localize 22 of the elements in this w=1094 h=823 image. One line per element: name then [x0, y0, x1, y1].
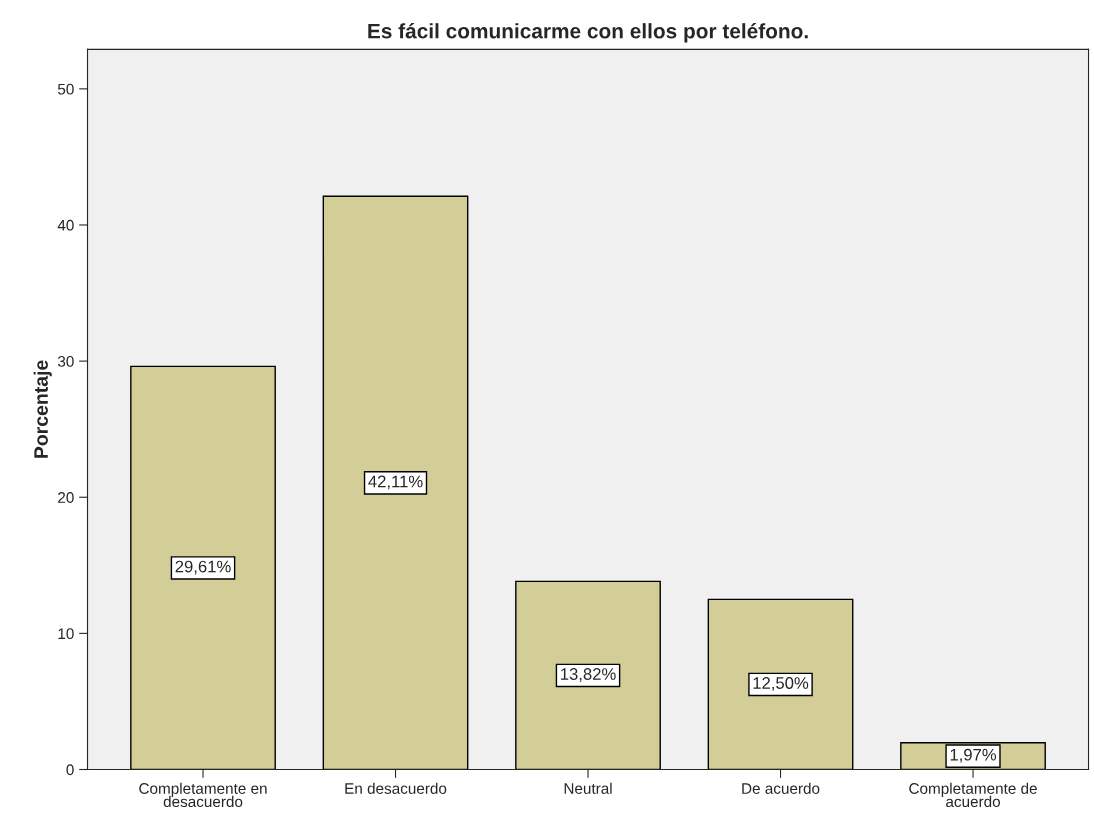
chart-title: Es fácil comunicarme con ellos por teléfono. [368, 22, 808, 43]
x-tick-label: Completamente de acuerdo [909, 782, 1037, 808]
x-tick-label: Completamente en desacuerdo [139, 782, 267, 808]
y-tick-label: 30 [57, 355, 74, 367]
y-tick-label: 10 [58, 628, 74, 640]
x-tick-label: En desacuerdo [345, 782, 447, 794]
bar [515, 580, 661, 770]
bar [130, 365, 276, 770]
data-label: 29,61% [175, 560, 231, 575]
data-label: 12,50% [753, 677, 809, 691]
data-label: 42,11% [368, 475, 423, 490]
y-tick-label: 20 [58, 492, 74, 503]
y-tick-label: 40 [57, 219, 74, 231]
x-tick-label: De acuerdo [742, 782, 820, 794]
y-tick-label: 0 [66, 764, 74, 776]
x-tick-label: Neutral [564, 782, 612, 794]
y-axis-title: Porcentaje [33, 360, 52, 458]
y-tick-label: 50 [57, 83, 74, 95]
bar [322, 195, 469, 770]
data-label: 1,97% [950, 748, 997, 763]
data-label: 13,82% [561, 668, 616, 682]
bar [707, 598, 854, 770]
